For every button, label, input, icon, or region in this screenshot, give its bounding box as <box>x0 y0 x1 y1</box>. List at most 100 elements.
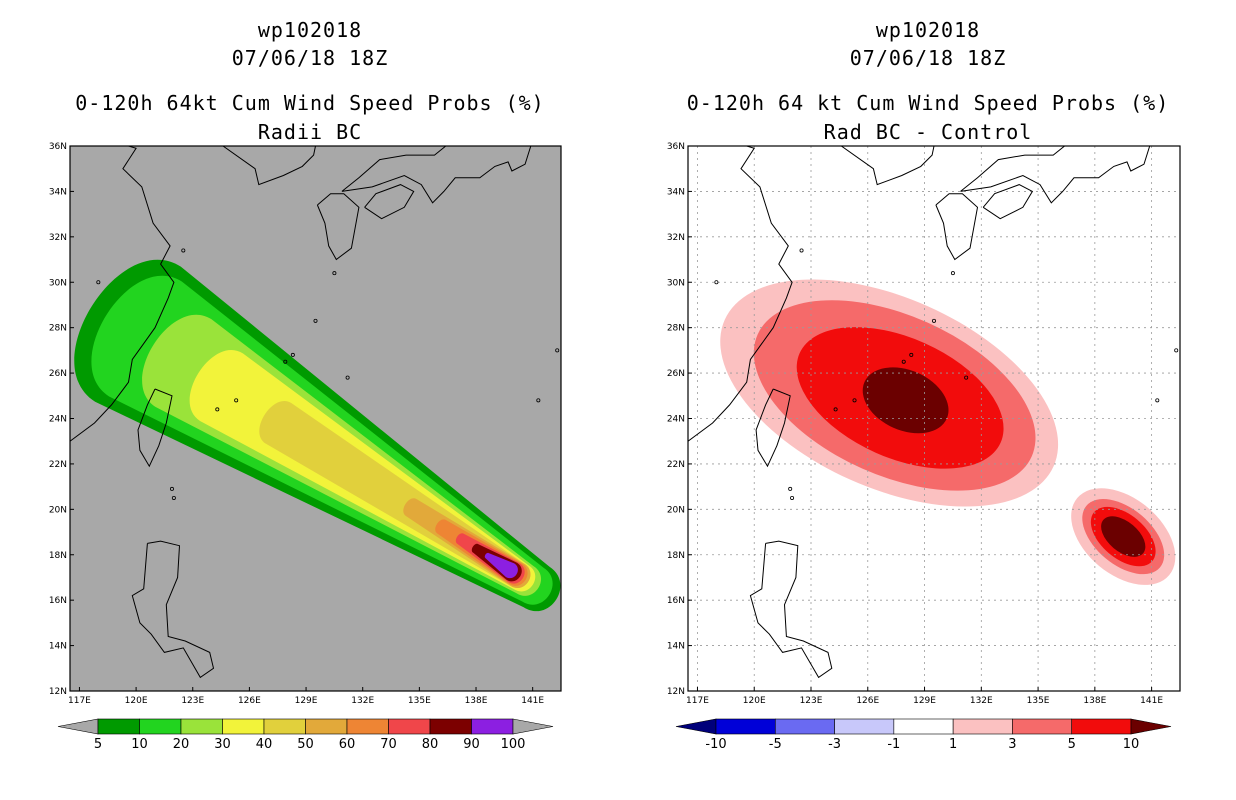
right-blob1-level-10 <box>862 367 949 434</box>
left-colorbar-label: 20 <box>173 737 190 752</box>
left-ytick-label: 36N <box>49 142 67 152</box>
left-coastline <box>131 540 215 679</box>
left-ytick-label: 12N <box>49 687 67 697</box>
right-ytick-label: 32N <box>667 233 685 243</box>
right-island <box>799 248 804 253</box>
right-island <box>788 486 793 491</box>
left-colorbar-label: 10 <box>131 737 148 752</box>
right-colorbar-label: 10 <box>1123 737 1140 752</box>
right-title-storm: wp102018 <box>875 18 981 42</box>
right-island <box>932 318 937 323</box>
left-xtick-label: 117E <box>68 696 91 706</box>
left-xtick-label: 132E <box>351 696 374 706</box>
right-island <box>909 352 914 357</box>
right-ytick-label: 34N <box>667 187 685 197</box>
right-ytick-label: 24N <box>667 415 685 425</box>
right-ytick-label: 18N <box>667 551 685 561</box>
left-island <box>96 280 101 285</box>
right-ytick-label: 30N <box>667 278 685 288</box>
left-title-date: 07/06/18 18Z <box>231 46 389 70</box>
right-map-panel: 117E 120E 123E 126E 129E 132E 135E 138E 141E 36N 3… <box>667 142 1181 706</box>
left-xtick-label: 126E <box>238 696 261 706</box>
left-island <box>555 348 560 353</box>
left-colorbar-label: 70 <box>380 737 397 752</box>
right-island <box>901 359 906 364</box>
right-probability-field <box>720 279 1176 585</box>
left-coastline <box>341 146 532 204</box>
left-colorbar-swatch <box>305 718 348 735</box>
left-island <box>283 359 288 364</box>
left-title-subtitle: Radii BC <box>257 120 363 144</box>
left-coastlines <box>70 146 560 679</box>
right-xtick-label: 117E <box>686 696 709 706</box>
left-ytick-label: 22N <box>49 460 67 470</box>
left-island <box>169 486 174 491</box>
right-xtick-label: 135E <box>1027 696 1050 706</box>
left-colorbar-label: 40 <box>256 737 273 752</box>
right-colorbar: -10 -5 -3 -1 1 3 5 10 <box>675 718 1172 752</box>
right-colorbar-under <box>675 718 717 735</box>
right-island <box>1174 348 1179 353</box>
left-ytick-label: 28N <box>49 324 67 334</box>
right-coastline <box>688 146 793 442</box>
right-island <box>714 280 719 285</box>
right-ytick-label: 16N <box>667 596 685 606</box>
right-colorbar-swatch <box>893 718 954 735</box>
left-colorbar-swatch <box>180 718 223 735</box>
left-island <box>536 398 541 403</box>
left-colorbar-swatch <box>346 718 389 735</box>
left-coastline <box>137 388 173 468</box>
right-ytick-label: 36N <box>667 142 685 152</box>
left-island <box>171 495 176 500</box>
right-coastlines <box>688 146 1179 679</box>
left-colorbar-swatch <box>471 718 514 735</box>
right-colorbar-label: -5 <box>769 737 782 752</box>
left-colorbar-swatch <box>429 718 472 735</box>
right-colorbar-label: -10 <box>705 737 726 752</box>
right-colorbar-label: 3 <box>1008 737 1016 752</box>
left-xtick-label: 135E <box>408 696 431 706</box>
left-ytick-label: 16N <box>49 596 67 606</box>
left-island <box>290 352 295 357</box>
left-ytick-label: 18N <box>49 551 67 561</box>
right-island <box>1155 398 1160 403</box>
left-ytick-label: 24N <box>49 415 67 425</box>
left-colorbar-label: 60 <box>339 737 356 752</box>
left-colorbar-label: 80 <box>422 737 439 752</box>
right-xtick-label: 132E <box>970 696 993 706</box>
right-colorbar-swatch <box>1071 718 1132 735</box>
left-probability-field <box>74 259 561 612</box>
left-ytick-label: 20N <box>49 505 67 515</box>
left-island <box>181 248 186 253</box>
left-map-panel: 117E 120E 123E 126E 129E 132E 135E 138E 141E 36N 3… <box>49 142 562 706</box>
left-colorbar: 5 10 20 30 40 50 60 70 80 90 100 <box>57 718 554 752</box>
left-island <box>215 407 220 412</box>
left-xtick-label: 141E <box>521 696 544 706</box>
left-coastline <box>70 146 175 442</box>
right-coastline <box>982 184 1034 220</box>
left-island <box>345 375 350 380</box>
right-xtick-label: 141E <box>1140 696 1163 706</box>
right-blob2-level-10 <box>1101 516 1146 557</box>
left-ytick-label: 34N <box>49 187 67 197</box>
right-colorbar-swatch <box>834 718 895 735</box>
right-island <box>833 407 838 412</box>
left-ytick-label: 14N <box>49 642 67 652</box>
right-island <box>964 375 969 380</box>
left-ytick-label: 32N <box>49 233 67 243</box>
right-coastline <box>841 146 935 186</box>
left-xtick-label: 123E <box>181 696 204 706</box>
right-colorbar-label: -3 <box>828 737 841 752</box>
right-colorbar-over <box>1130 718 1172 735</box>
left-xtick-label: 120E <box>125 696 148 706</box>
right-ytick-label: 14N <box>667 642 685 652</box>
right-coastline <box>749 540 833 679</box>
right-colorbar-label: -1 <box>887 737 900 752</box>
right-xtick-label: 138E <box>1083 696 1106 706</box>
right-colorbar-swatch <box>1012 718 1073 735</box>
left-ytick-label: 30N <box>49 278 67 288</box>
right-island <box>852 398 857 403</box>
right-colorbar-swatch <box>952 718 1013 735</box>
left-coastline <box>364 184 415 220</box>
right-title-date: 07/06/18 18Z <box>849 46 1007 70</box>
